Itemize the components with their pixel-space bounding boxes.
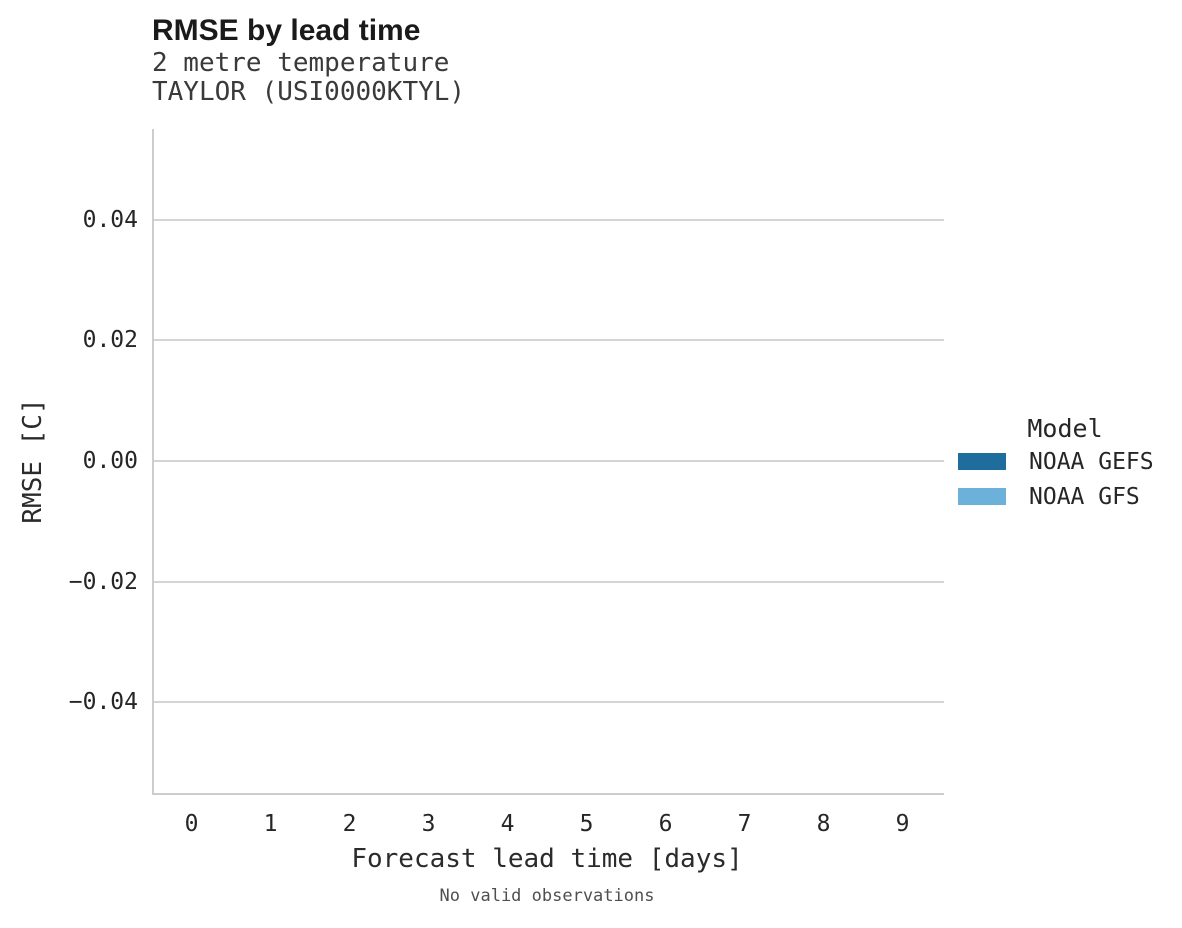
legend-color-swatch <box>958 488 1006 505</box>
legend-color-swatch <box>958 453 1006 470</box>
x-tick-label: 2 <box>342 811 357 837</box>
gridline <box>154 460 944 462</box>
legend-title: Model <box>1027 414 1103 443</box>
y-tick-label: 0.02 <box>82 327 138 354</box>
x-tick-label: 3 <box>421 811 436 837</box>
legend: Model NOAA GEFS NOAA GFS <box>958 414 1172 514</box>
x-tick-label: 1 <box>263 811 278 837</box>
legend-entry-label: NOAA GEFS <box>1029 448 1154 475</box>
gridline <box>154 580 944 583</box>
x-tick-label: 9 <box>895 811 910 837</box>
x-tick-label: 6 <box>658 811 673 837</box>
x-axis-tick-labels: 0 1 2 3 4 5 6 7 8 9 <box>152 810 942 840</box>
y-axis-title: RMSE [C] <box>18 398 48 524</box>
gridline <box>154 218 944 221</box>
no-data-note: No valid observations <box>439 886 655 906</box>
chart-subtitle-variable: 2 metre temperature <box>152 48 450 78</box>
legend-entries: NOAA GEFS NOAA GFS <box>958 444 1172 514</box>
x-axis-title: Forecast lead time [days] <box>351 844 743 874</box>
chart-subtitle: 2 metre temperature TAYLOR (USI0000KTYL) <box>152 49 465 107</box>
legend-entry-label: NOAA GFS <box>1029 483 1140 510</box>
y-tick-label: −0.04 <box>68 689 138 716</box>
gridline <box>154 701 944 704</box>
chart-title: RMSE by lead time <box>152 14 421 47</box>
plot-area <box>152 129 944 795</box>
y-tick-label: 0.04 <box>82 206 138 233</box>
x-tick-label: 7 <box>737 811 752 837</box>
legend-entry: NOAA GEFS <box>958 444 1172 479</box>
y-axis-tick-labels: 0.04 0.02 0.00 −0.02 −0.04 <box>0 129 138 793</box>
x-tick-label: 5 <box>579 811 594 837</box>
legend-entry: NOAA GFS <box>958 479 1172 514</box>
x-tick-label: 0 <box>184 811 199 837</box>
gridline <box>154 339 944 342</box>
x-tick-label: 4 <box>500 811 515 837</box>
y-tick-label: −0.02 <box>68 568 138 595</box>
x-tick-label: 8 <box>816 811 831 837</box>
y-tick-label: 0.00 <box>82 448 138 474</box>
chart-subtitle-station: TAYLOR (USI0000KTYL) <box>152 77 466 107</box>
